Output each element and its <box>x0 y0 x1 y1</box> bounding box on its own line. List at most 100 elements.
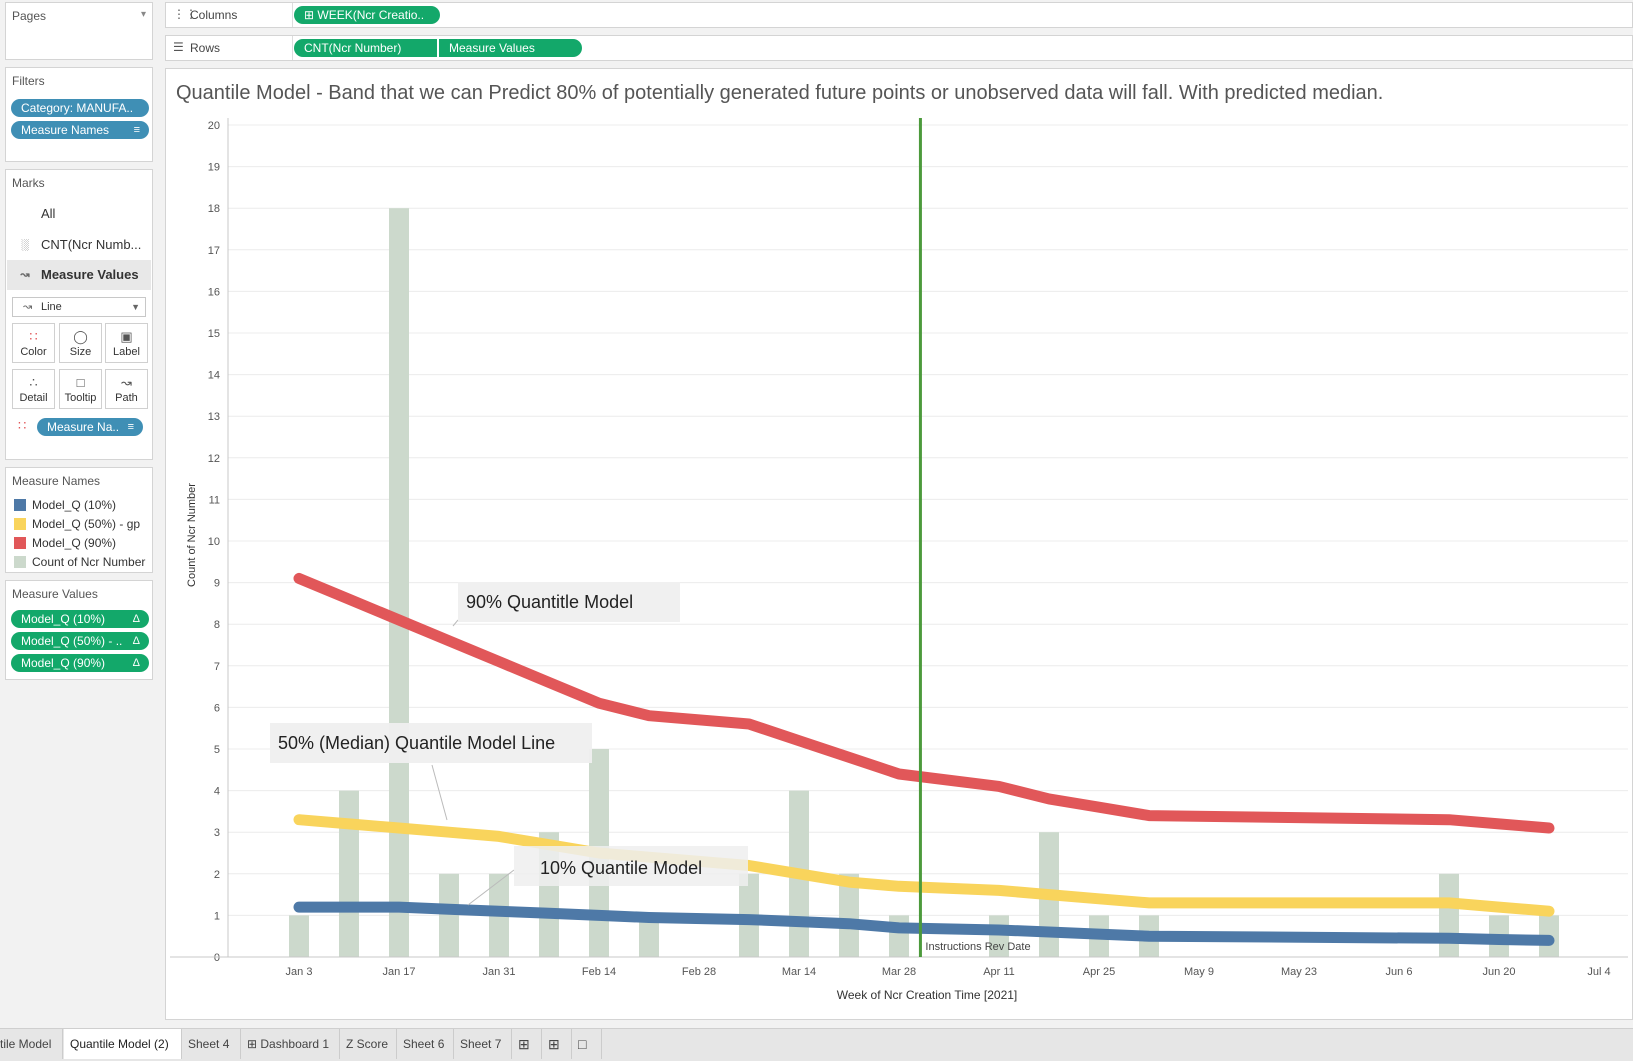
color-measure-names-pill[interactable]: Measure Na.. ≡ <box>37 418 143 436</box>
x-tick-label: Feb 28 <box>682 966 716 978</box>
size-icon: ◯ <box>73 329 88 344</box>
detail-button-label: Detail <box>19 392 48 404</box>
measure-value-pill-q10[interactable]: Model_Q (10%) Δ <box>11 610 149 628</box>
marks-all-row[interactable]: All <box>7 199 151 229</box>
legend-swatch <box>14 518 26 530</box>
y-tick-label: 5 <box>214 744 220 756</box>
delta-icon: Δ <box>132 613 140 625</box>
legend-label: Model_Q (50%) - gp <box>32 517 141 531</box>
y-tick-label: 8 <box>214 619 220 631</box>
color-button[interactable]: ∷ Color <box>12 323 55 363</box>
path-icon: ↝ <box>121 375 132 390</box>
x-tick-label: Apr 11 <box>983 966 1015 978</box>
tab-sheet-4[interactable]: Sheet 4 <box>182 1029 241 1059</box>
annotation-q10: 10% Quantile Model <box>540 858 702 878</box>
x-tick-label: Mar 28 <box>882 966 916 978</box>
path-button[interactable]: ↝ Path <box>105 369 148 409</box>
delta-icon: Δ <box>132 657 140 669</box>
line-icon: ↝ <box>23 301 33 313</box>
marks-cnt-row[interactable]: ░ CNT(Ncr Numb... <box>7 230 151 260</box>
detail-icon: ∴ <box>29 375 38 390</box>
y-tick-label: 12 <box>208 453 220 465</box>
new-worksheet-button[interactable]: ⊞ <box>512 1029 542 1059</box>
y-tick-label: 6 <box>214 702 220 714</box>
rows-pill-cnt[interactable]: CNT(Ncr Number) <box>294 39 437 57</box>
filters-card: Filters Category: MANUFA.. Measure Names… <box>5 67 153 162</box>
x-tick-label: May 9 <box>1184 966 1214 978</box>
tab-label: tile Model <box>0 1037 52 1051</box>
sheet-tab-bar: tile Model Quantile Model (2) Sheet 4 ⊞ … <box>0 1028 1633 1061</box>
series-line <box>293 901 1555 946</box>
series-line <box>293 814 1555 917</box>
y-tick-label: 13 <box>208 411 220 423</box>
tab-quantile-model-2[interactable]: Quantile Model (2) <box>64 1029 182 1059</box>
rows-pill-label: CNT(Ncr Number) <box>304 41 402 55</box>
chevron-down-icon[interactable]: ▾ <box>140 9 146 20</box>
marks-measure-values-label: Measure Values <box>41 267 139 282</box>
x-tick-label: May 23 <box>1281 966 1317 978</box>
bar <box>889 915 909 957</box>
detail-button[interactable]: ∴ Detail <box>12 369 55 409</box>
mark-type-value: Line <box>41 301 62 313</box>
columns-shelf[interactable]: ⋮⋮ Columns ⊞ WEEK(Ncr Creatio.. <box>165 2 1633 28</box>
x-tick-label: Jun 6 <box>1386 966 1413 978</box>
line-chart-icon: ↝ <box>20 269 30 281</box>
measure-value-pill-q90[interactable]: Model_Q (90%) Δ <box>11 654 149 672</box>
columns-label: Columns <box>190 8 238 22</box>
legend-label: Model_Q (10%) <box>32 498 117 512</box>
marks-title: Marks <box>12 176 45 190</box>
bar <box>339 790 359 957</box>
sort-icon: ≡ <box>127 421 134 433</box>
marks-measure-values-row[interactable]: ↝ Measure Values <box>7 260 151 290</box>
mark-type-dropdown[interactable]: ↝ Line ▼ <box>12 297 146 317</box>
x-axis-ticks: Jan 3 Jan 17 Jan 31 Feb 14 Feb 28 Mar 14 Mar 2… <box>286 966 1611 978</box>
filter-pill-category[interactable]: Category: MANUFA.. <box>11 99 149 117</box>
x-tick-label: Jan 31 <box>482 966 515 978</box>
legend-label: Model_Q (90%) <box>32 536 117 550</box>
tab-sheet-6[interactable]: Sheet 6 <box>397 1029 454 1059</box>
x-tick-label: Jan 3 <box>286 966 313 978</box>
y-tick-label: 10 <box>208 536 220 548</box>
y-tick-label: 11 <box>209 494 220 506</box>
legend-swatch <box>14 537 26 549</box>
y-tick-label: 7 <box>214 661 220 673</box>
tab-quantile-model[interactable]: tile Model <box>0 1029 63 1059</box>
filter-pill-measure-names[interactable]: Measure Names ≡ <box>11 121 149 139</box>
measure-value-pill-label: Model_Q (50%) - .. <box>21 634 123 648</box>
marks-all-label: All <box>41 206 56 221</box>
color-measure-names-label: Measure Na.. <box>47 420 120 434</box>
legend-swatch <box>14 556 26 568</box>
columns-pill-week[interactable]: ⊞ WEEK(Ncr Creatio.. <box>294 6 440 24</box>
tab-label: Z Score <box>346 1037 389 1051</box>
path-button-label: Path <box>115 392 138 404</box>
tab-dashboard-1[interactable]: ⊞ Dashboard 1 <box>241 1029 340 1059</box>
tab-z-score[interactable]: Z Score <box>340 1029 397 1059</box>
tooltip-button[interactable]: □ Tooltip <box>59 369 102 409</box>
series-line <box>293 572 1555 834</box>
size-button[interactable]: ◯ Size <box>59 323 102 363</box>
plus-box-icon: ⊞ <box>304 8 318 22</box>
rows-pill-measure-values[interactable]: Measure Values <box>439 39 582 57</box>
label-button[interactable]: ▣ Label <box>105 323 148 363</box>
tab-label: Quantile Model (2) <box>70 1037 169 1051</box>
annotation-connector-q90 <box>452 619 459 627</box>
view-panel: Quantile Model - Band that we can Predic… <box>165 68 1633 1020</box>
rows-shelf[interactable]: ☰ Rows CNT(Ncr Number) Measure Values <box>165 35 1633 61</box>
measure-value-pill-q50[interactable]: Model_Q (50%) - .. Δ <box>11 632 149 650</box>
legend-label: Count of Ncr Number <box>32 555 146 569</box>
x-tick-label: Apr 25 <box>1083 966 1115 978</box>
x-tick-label: Jun 20 <box>1482 966 1515 978</box>
new-story-button[interactable]: □ <box>572 1029 602 1059</box>
filter-pill-measure-names-label: Measure Names <box>21 123 110 137</box>
y-tick-label: 9 <box>214 578 220 590</box>
tab-label: Dashboard 1 <box>260 1037 330 1051</box>
delta-icon: Δ <box>132 635 140 647</box>
new-dashboard-button[interactable]: ⊞ <box>542 1029 572 1059</box>
measure-values-card: Measure Values Model_Q (10%) Δ Model_Q (… <box>5 580 153 680</box>
pages-card[interactable]: Pages ▾ <box>5 2 153 60</box>
marks-card: Marks All ░ CNT(Ncr Numb... ↝ Measure Va… <box>5 169 153 460</box>
reference-line-label: Instructions Rev Date <box>925 941 1030 953</box>
tab-sheet-7[interactable]: Sheet 7 <box>454 1029 512 1059</box>
